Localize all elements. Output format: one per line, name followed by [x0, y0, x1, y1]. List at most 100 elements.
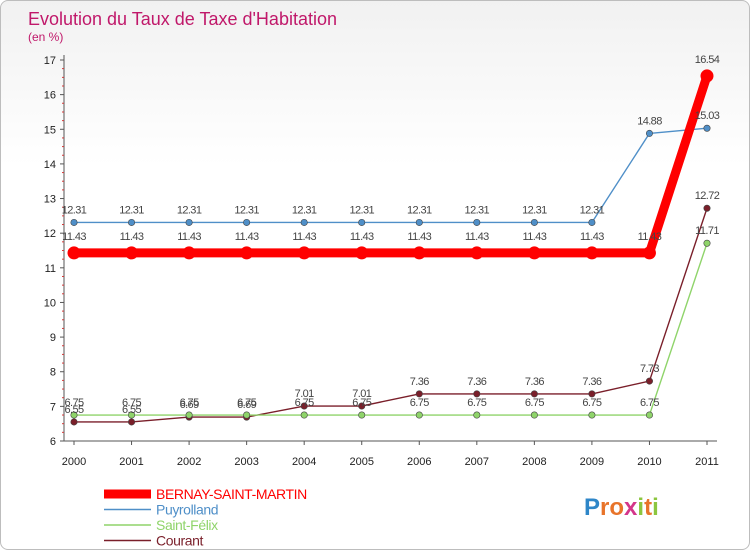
series-point	[473, 218, 481, 226]
data-label: 11.71	[695, 225, 719, 237]
y-tick-label: 7	[50, 401, 56, 413]
series-point	[128, 411, 136, 419]
data-label: 7.73	[640, 363, 659, 375]
series-point	[243, 218, 251, 226]
series-point	[300, 402, 308, 410]
data-label: 6.69	[180, 399, 199, 411]
data-label: 6.75	[582, 397, 601, 409]
data-label: 11.43	[62, 231, 86, 243]
data-label: 6.75	[295, 397, 314, 409]
y-tick-label: 12	[44, 228, 56, 240]
data-label: 12.31	[119, 204, 144, 216]
data-label: 6.75	[180, 397, 199, 409]
series-point	[243, 411, 251, 419]
series-point	[185, 411, 193, 419]
series-point	[645, 411, 653, 419]
x-tick-label: 2009	[580, 456, 604, 468]
series-point	[470, 246, 484, 260]
data-label: 6.75	[467, 397, 486, 409]
series-point	[645, 377, 653, 385]
data-label: 12.31	[522, 204, 547, 216]
legend-label: Saint-Félix	[156, 517, 218, 533]
axes: 6 7 8 9 10 11 12 13 14 15 16 17 2000 2001 2002 2003 2004…	[44, 55, 719, 468]
series-point	[645, 129, 653, 137]
x-tick-label: 2008	[522, 456, 546, 468]
legend-label: Puyrolland	[156, 502, 218, 518]
data-label: 7.36	[467, 376, 486, 388]
data-label: 6.75	[237, 397, 256, 409]
series-point	[358, 411, 366, 419]
series-point	[297, 246, 311, 260]
data-labels: 6.55 6.55 6.69 6.69 7.01 7.01 7.36 7.36 7.36 7.36…	[62, 54, 721, 416]
series-point	[642, 246, 656, 260]
data-label: 11.43	[465, 231, 489, 243]
series-point	[300, 411, 308, 419]
data-label: 11.43	[235, 231, 259, 243]
series-point	[70, 218, 78, 226]
data-label: 11.43	[407, 231, 431, 243]
series-point	[300, 218, 308, 226]
x-tick-label: 2010	[637, 456, 661, 468]
x-tick-label: 2005	[349, 456, 373, 468]
series-line-3	[73, 207, 708, 423]
series-point	[473, 390, 481, 398]
data-label: 12.31	[177, 204, 202, 216]
data-label: 12.31	[465, 204, 490, 216]
chart-subtitle: (en %)	[28, 30, 63, 44]
series-point	[412, 246, 426, 260]
series-point	[240, 246, 254, 260]
data-label: 11.43	[292, 231, 316, 243]
data-label: 6.55	[64, 404, 83, 416]
legend-label: BERNAY-SAINT-MARTIN	[156, 486, 307, 502]
data-label: 6.75	[410, 397, 429, 409]
series-point	[703, 124, 711, 132]
series-point	[70, 418, 78, 426]
brand-letter: P	[584, 494, 600, 521]
data-label: 6.55	[122, 404, 141, 416]
y-tick-label: 11	[45, 263, 56, 275]
series-point	[67, 246, 81, 260]
brand-letter: i	[652, 494, 659, 521]
series-line-2	[73, 242, 708, 416]
x-tick-label: 2004	[292, 456, 316, 468]
series-point	[70, 411, 78, 419]
series-point	[530, 411, 538, 419]
data-label: 7.36	[525, 376, 544, 388]
series-point	[415, 390, 423, 398]
data-label: 12.31	[580, 204, 605, 216]
brand-letter: o	[609, 494, 624, 521]
brand-letter: x	[624, 494, 638, 521]
y-tick-label: 16	[44, 90, 56, 102]
series-point	[125, 246, 139, 260]
x-tick-label: 2001	[119, 456, 143, 468]
series-point	[588, 390, 596, 398]
series-point	[358, 218, 366, 226]
y-tick-label: 8	[50, 367, 56, 379]
brand-text: Proxiti	[584, 494, 659, 521]
data-label: 12.72	[695, 190, 720, 202]
legend: BERNAY-SAINT-MARTINPuyrollandSaint-Félix…	[104, 486, 307, 549]
y-tick-label: 10	[44, 297, 56, 309]
data-label: 6.75	[640, 397, 659, 409]
series-point	[585, 246, 599, 260]
y-tick-label: 15	[44, 124, 56, 136]
data-label: 6.75	[122, 397, 141, 409]
data-label: 14.88	[637, 115, 662, 127]
proxiti-logo[interactable]: Proxiti	[584, 494, 659, 521]
brand-letter: t	[644, 494, 652, 521]
series-point	[700, 69, 714, 83]
data-label: 12.31	[292, 204, 317, 216]
y-tick-label: 13	[44, 194, 56, 206]
series-point	[703, 204, 711, 212]
series-point	[588, 218, 596, 226]
data-label: 7.36	[410, 376, 429, 388]
chart-title: Evolution du Taux de Taxe d'Habitation	[28, 9, 337, 29]
y-tick-label: 6	[50, 436, 56, 448]
series-point	[182, 246, 196, 260]
data-label: 11.43	[580, 231, 604, 243]
brand-letter: i	[637, 494, 644, 521]
series-line-1	[73, 127, 708, 224]
data-label: 11.43	[120, 231, 144, 243]
